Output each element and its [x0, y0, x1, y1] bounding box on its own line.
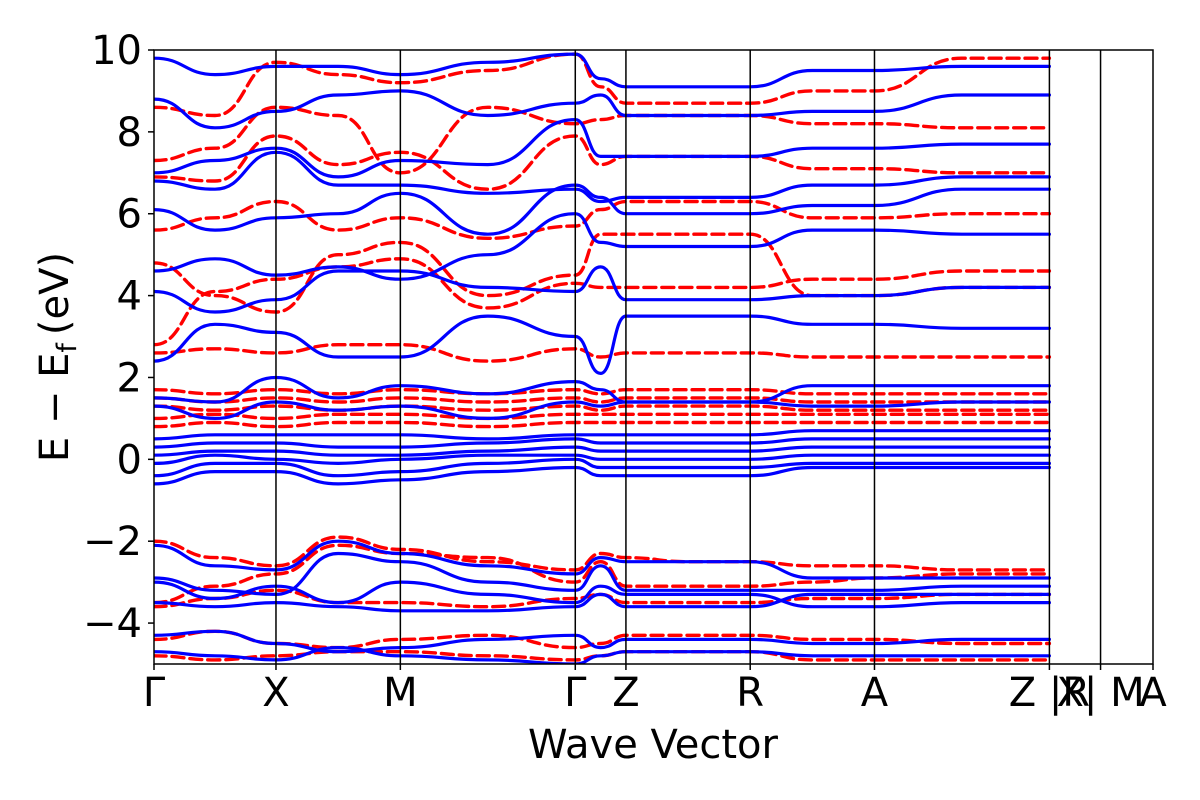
solid-band-line: [154, 465, 1051, 486]
solid-band-line: [154, 400, 1051, 421]
solid-band-line: [154, 183, 1051, 236]
solid-band-line: [154, 592, 1051, 613]
solid-band-line: [154, 629, 1051, 654]
solid-band-line: [154, 437, 1051, 449]
x-tick-label: Z |R: [1009, 670, 1090, 716]
y-axis-title-unit: (eV): [32, 252, 78, 335]
solid-band-line: [154, 212, 1051, 281]
x-tick-label: R: [736, 670, 764, 716]
solid-band-line: [154, 453, 1051, 466]
solid-band-line: [154, 645, 1051, 664]
solid-band-line: [154, 457, 1051, 478]
x-tick-label: X: [262, 670, 289, 716]
dashed-band-line: [154, 535, 1052, 572]
y-tick-label: 8: [117, 110, 142, 156]
dashed-band-line: [154, 412, 1052, 421]
y-tick-label: 4: [117, 274, 142, 320]
solid-band-line: [154, 580, 1051, 609]
y-axis-ticks: −4 −2 0 2 4 6 8 10: [83, 28, 154, 647]
bands-group: [154, 52, 1052, 664]
y-tick-label: 10: [91, 28, 142, 74]
dashed-band-line: [154, 342, 1052, 363]
y-tick-label: −2: [83, 519, 142, 565]
solid-band-line: [154, 539, 1051, 580]
plot-frame: [153, 49, 1154, 665]
y-tick-label: −4: [83, 601, 142, 647]
solid-band-line: [154, 265, 1051, 314]
y-axis-title: E − Ef (eV): [32, 252, 83, 462]
solid-band-line: [154, 150, 1051, 204]
x-axis-title: Wave Vector: [528, 722, 779, 768]
dashed-band-line: [154, 257, 1052, 347]
dashed-band-line: [154, 134, 1052, 191]
dashed-band-line: [154, 650, 1052, 662]
y-axis-title-subscript: f: [52, 342, 83, 353]
y-tick-label: 6: [117, 192, 142, 238]
solid-band-line: [154, 445, 1051, 457]
dashed-band-line: [154, 199, 1052, 241]
x-tick-label: Γ: [564, 670, 587, 716]
x-tick-label: A: [1139, 670, 1167, 716]
x-tick-label: Z: [612, 670, 639, 716]
y-axis-title-main: E − E: [32, 353, 78, 463]
x-tick-label: M: [383, 670, 418, 716]
x-tick-label: X| M: [1056, 670, 1144, 716]
solid-band-line: [154, 314, 1051, 376]
dashed-band-line: [154, 52, 1052, 118]
x-tick-label: A: [861, 670, 889, 716]
solid-band-line: [154, 52, 1051, 89]
solid-band-line: [154, 375, 1051, 404]
solid-band-line: [154, 117, 1051, 179]
y-tick-label: 2: [117, 355, 142, 401]
dashed-band-line: [154, 420, 1052, 429]
high-symmetry-lines: [275, 50, 1102, 664]
x-tick-label: Γ: [143, 670, 166, 716]
y-tick-label: 0: [117, 437, 142, 483]
